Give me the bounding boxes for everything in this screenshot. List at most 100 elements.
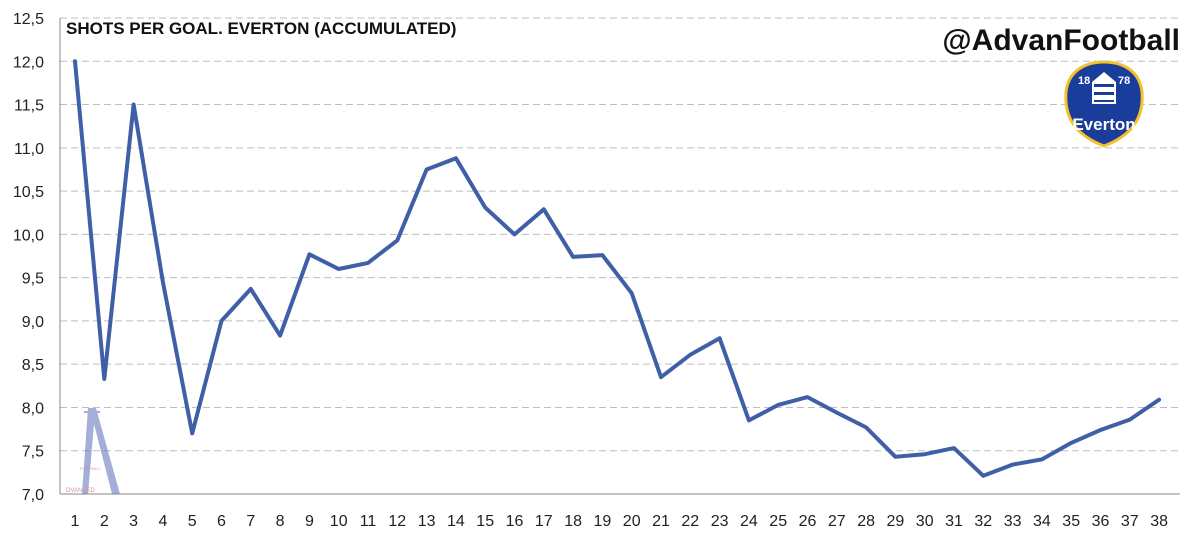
data-point bbox=[512, 232, 517, 236]
x-tick-label: 32 bbox=[974, 513, 992, 530]
series-line bbox=[73, 59, 1162, 478]
y-axis-ticks: 7,0 7,5 8,0 8,5 9,0 9,5 10,0 10,5 11,0 11,5 12,0 12… bbox=[13, 11, 44, 504]
data-point bbox=[1128, 417, 1132, 422]
x-tick-label: 21 bbox=[652, 513, 670, 530]
data-point bbox=[776, 403, 780, 407]
x-tick-label: 17 bbox=[535, 513, 553, 530]
x-tick-label: 22 bbox=[681, 513, 699, 530]
x-tick-label: 20 bbox=[623, 513, 641, 530]
x-tick-label: 7 bbox=[246, 513, 255, 530]
x-tick-label: 13 bbox=[418, 513, 436, 530]
x-tick-label: 36 bbox=[1092, 513, 1110, 530]
x-tick-label: 5 bbox=[188, 513, 197, 530]
x-tick-label: 14 bbox=[447, 513, 465, 530]
data-point bbox=[219, 319, 224, 323]
x-tick-label: 38 bbox=[1150, 513, 1168, 530]
data-point bbox=[1157, 398, 1161, 402]
data-point bbox=[688, 353, 692, 357]
x-tick-label: 28 bbox=[857, 513, 875, 530]
x-tick-label: 18 bbox=[564, 513, 582, 530]
everton-crest-icon: 18 78 Everton bbox=[1064, 60, 1144, 148]
y-tick-label: 11,0 bbox=[14, 141, 44, 158]
x-tick-label: 11 bbox=[360, 513, 377, 530]
data-point bbox=[805, 395, 810, 399]
y-tick-label: 9,5 bbox=[22, 271, 44, 288]
y-tick-label: 9,0 bbox=[22, 314, 44, 331]
x-tick-label: 9 bbox=[305, 513, 314, 530]
y-tick-label: 12,0 bbox=[13, 54, 44, 71]
x-tick-label: 1 bbox=[71, 513, 80, 530]
y-tick-label: 8,0 bbox=[22, 400, 44, 417]
data-point bbox=[102, 377, 106, 381]
data-point bbox=[718, 336, 722, 340]
x-tick-label: 29 bbox=[887, 513, 905, 530]
x-tick-label: 34 bbox=[1033, 513, 1051, 530]
data-point bbox=[366, 261, 370, 265]
x-tick-label: 31 bbox=[945, 513, 963, 530]
data-point bbox=[600, 253, 605, 257]
data-point bbox=[395, 238, 399, 243]
data-point bbox=[864, 425, 868, 429]
x-tick-label: 33 bbox=[1004, 513, 1022, 530]
data-point bbox=[483, 205, 487, 210]
y-tick-label: 10,5 bbox=[13, 184, 44, 201]
crest-name: Everton bbox=[1072, 115, 1135, 134]
data-point bbox=[337, 267, 341, 271]
data-point bbox=[190, 431, 194, 436]
data-point bbox=[747, 418, 751, 423]
data-point bbox=[161, 280, 165, 284]
data-point bbox=[1040, 457, 1044, 461]
x-axis-ticks: 1 2 3 4 5 6 7 8 9 10 11 12 13 14 15 16 17 18 19 20 21 22 23 24 2… bbox=[71, 513, 1169, 530]
y-tick-label: 10,0 bbox=[13, 227, 44, 244]
x-tick-label: 26 bbox=[799, 513, 817, 530]
data-point bbox=[630, 291, 634, 295]
data-point bbox=[1011, 462, 1015, 467]
x-tick-label: 6 bbox=[217, 513, 226, 530]
data-point bbox=[835, 411, 839, 415]
x-tick-label: 27 bbox=[828, 513, 846, 530]
chart-title: SHOTS PER GOAL. EVERTON (ACCUMULATED) bbox=[66, 19, 456, 38]
x-tick-label: 8 bbox=[276, 513, 285, 530]
x-tick-label: 4 bbox=[158, 513, 167, 530]
data-point bbox=[425, 167, 429, 172]
x-tick-label: 10 bbox=[330, 513, 348, 530]
data-point bbox=[893, 455, 898, 459]
y-tick-label: 7,0 bbox=[22, 487, 44, 504]
x-tick-label: 12 bbox=[388, 513, 406, 530]
data-point bbox=[1098, 428, 1103, 432]
x-tick-label: 25 bbox=[769, 513, 787, 530]
y-tick-label: 8,5 bbox=[22, 357, 44, 374]
data-point bbox=[981, 474, 985, 478]
x-tick-label: 24 bbox=[740, 513, 758, 530]
crest-year-right: 78 bbox=[1118, 75, 1130, 87]
y-tick-label: 7,5 bbox=[22, 444, 44, 461]
axes bbox=[59, 18, 1180, 495]
x-tick-label: 35 bbox=[1062, 513, 1080, 530]
data-point bbox=[923, 452, 927, 456]
x-tick-label: 2 bbox=[100, 513, 109, 530]
x-tick-label: 3 bbox=[129, 513, 138, 530]
x-tick-label: 16 bbox=[506, 513, 524, 530]
x-tick-label: 37 bbox=[1121, 513, 1139, 530]
data-point bbox=[249, 287, 253, 291]
watermark-logo: FOOTBALL DVANCED bbox=[66, 408, 120, 494]
x-tick-label: 30 bbox=[916, 513, 934, 530]
data-point bbox=[571, 255, 575, 259]
x-tick-label: 15 bbox=[476, 513, 494, 530]
twitter-handle: @AdvanFootball bbox=[942, 24, 1180, 57]
data-point bbox=[454, 156, 458, 160]
crest-year-left: 18 bbox=[1078, 75, 1090, 87]
data-point bbox=[542, 207, 546, 211]
y-tick-label: 12,5 bbox=[13, 11, 44, 28]
data-point bbox=[132, 102, 136, 107]
data-point bbox=[73, 59, 77, 63]
data-point bbox=[278, 334, 282, 338]
data-points bbox=[73, 59, 1161, 478]
watermark-brand-text: DVANCED bbox=[66, 488, 96, 494]
data-point bbox=[307, 252, 311, 256]
data-point bbox=[952, 446, 956, 450]
x-tick-label: 19 bbox=[594, 513, 612, 530]
y-tick-label: 11,5 bbox=[14, 98, 44, 115]
watermark-small-text: FOOTBALL bbox=[80, 466, 102, 471]
